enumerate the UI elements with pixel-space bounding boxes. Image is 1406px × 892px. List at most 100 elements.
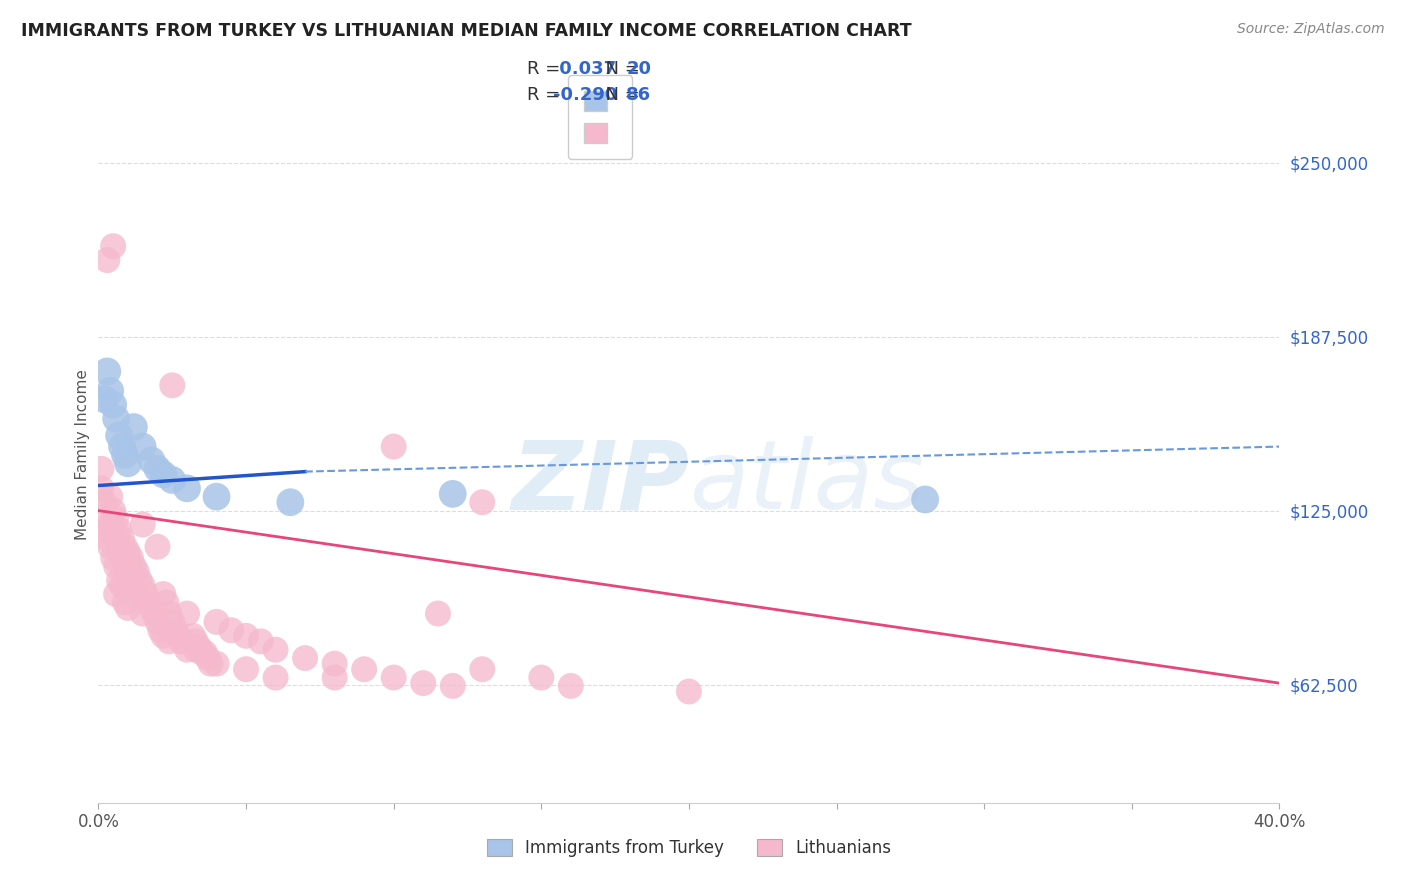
Point bbox=[353, 662, 375, 676]
Point bbox=[98, 517, 121, 532]
Point bbox=[114, 448, 136, 462]
Point bbox=[125, 565, 148, 579]
Point bbox=[93, 392, 115, 407]
Point bbox=[93, 495, 115, 509]
Point bbox=[157, 634, 180, 648]
Point bbox=[471, 495, 494, 509]
Point bbox=[117, 456, 139, 470]
Text: atlas: atlas bbox=[689, 436, 924, 529]
Point bbox=[184, 642, 207, 657]
Point bbox=[111, 579, 134, 593]
Point bbox=[132, 607, 155, 621]
Point bbox=[122, 587, 145, 601]
Point bbox=[221, 624, 243, 638]
Point bbox=[96, 364, 118, 378]
Point bbox=[132, 440, 155, 454]
Point bbox=[181, 629, 204, 643]
Point bbox=[90, 481, 112, 495]
Point bbox=[103, 523, 125, 537]
Point bbox=[149, 624, 172, 638]
Point bbox=[441, 679, 464, 693]
Point bbox=[427, 607, 450, 621]
Point bbox=[187, 640, 209, 654]
Point bbox=[205, 657, 228, 671]
Text: N =: N = bbox=[595, 86, 645, 103]
Point bbox=[235, 629, 257, 643]
Point bbox=[146, 462, 169, 476]
Point bbox=[165, 624, 187, 638]
Point bbox=[98, 384, 121, 398]
Point bbox=[96, 253, 118, 268]
Point bbox=[441, 487, 464, 501]
Point bbox=[108, 573, 131, 587]
Point bbox=[122, 559, 145, 574]
Point bbox=[382, 440, 405, 454]
Point bbox=[105, 559, 128, 574]
Point bbox=[108, 523, 131, 537]
Point bbox=[114, 540, 136, 554]
Legend: Immigrants from Turkey, Lithuanians: Immigrants from Turkey, Lithuanians bbox=[479, 832, 898, 864]
Text: N =: N = bbox=[595, 60, 645, 78]
Point bbox=[235, 662, 257, 676]
Point bbox=[93, 509, 115, 524]
Text: 86: 86 bbox=[626, 86, 651, 103]
Point bbox=[205, 615, 228, 629]
Point bbox=[90, 462, 112, 476]
Point bbox=[138, 595, 160, 609]
Point bbox=[155, 595, 177, 609]
Point bbox=[250, 634, 273, 648]
Point bbox=[128, 573, 150, 587]
Point bbox=[382, 671, 405, 685]
Point bbox=[98, 540, 121, 554]
Point bbox=[205, 490, 228, 504]
Text: R =: R = bbox=[527, 60, 567, 78]
Point bbox=[135, 587, 157, 601]
Text: IMMIGRANTS FROM TURKEY VS LITHUANIAN MEDIAN FAMILY INCOME CORRELATION CHART: IMMIGRANTS FROM TURKEY VS LITHUANIAN MED… bbox=[21, 22, 911, 40]
Point bbox=[132, 579, 155, 593]
Point bbox=[152, 467, 174, 482]
Point bbox=[108, 428, 131, 442]
Point bbox=[105, 411, 128, 425]
Point bbox=[176, 481, 198, 495]
Point bbox=[146, 615, 169, 629]
Point bbox=[111, 532, 134, 546]
Point bbox=[176, 607, 198, 621]
Point bbox=[412, 676, 434, 690]
Point bbox=[191, 646, 214, 660]
Point bbox=[111, 440, 134, 454]
Point bbox=[114, 559, 136, 574]
Point bbox=[103, 503, 125, 517]
Point bbox=[280, 495, 302, 509]
Point bbox=[117, 573, 139, 587]
Point bbox=[132, 517, 155, 532]
Point bbox=[141, 601, 163, 615]
Point bbox=[157, 607, 180, 621]
Text: R =: R = bbox=[527, 86, 567, 103]
Text: Source: ZipAtlas.com: Source: ZipAtlas.com bbox=[1237, 22, 1385, 37]
Point bbox=[678, 684, 700, 698]
Point bbox=[162, 378, 183, 392]
Point bbox=[197, 651, 219, 665]
Point bbox=[141, 453, 163, 467]
Point bbox=[162, 473, 183, 487]
Point bbox=[108, 545, 131, 559]
Point bbox=[264, 642, 287, 657]
Point bbox=[103, 239, 125, 253]
Point bbox=[105, 587, 128, 601]
Point bbox=[117, 601, 139, 615]
Point bbox=[162, 615, 183, 629]
Point bbox=[294, 651, 316, 665]
Point bbox=[170, 634, 193, 648]
Point bbox=[114, 595, 136, 609]
Point bbox=[122, 420, 145, 434]
Point bbox=[96, 523, 118, 537]
Point bbox=[152, 587, 174, 601]
Point bbox=[560, 679, 582, 693]
Point bbox=[176, 642, 198, 657]
Point bbox=[530, 671, 553, 685]
Point bbox=[103, 398, 125, 412]
Point bbox=[323, 657, 346, 671]
Point bbox=[200, 657, 222, 671]
Point bbox=[323, 671, 346, 685]
Y-axis label: Median Family Income: Median Family Income bbox=[75, 369, 90, 541]
